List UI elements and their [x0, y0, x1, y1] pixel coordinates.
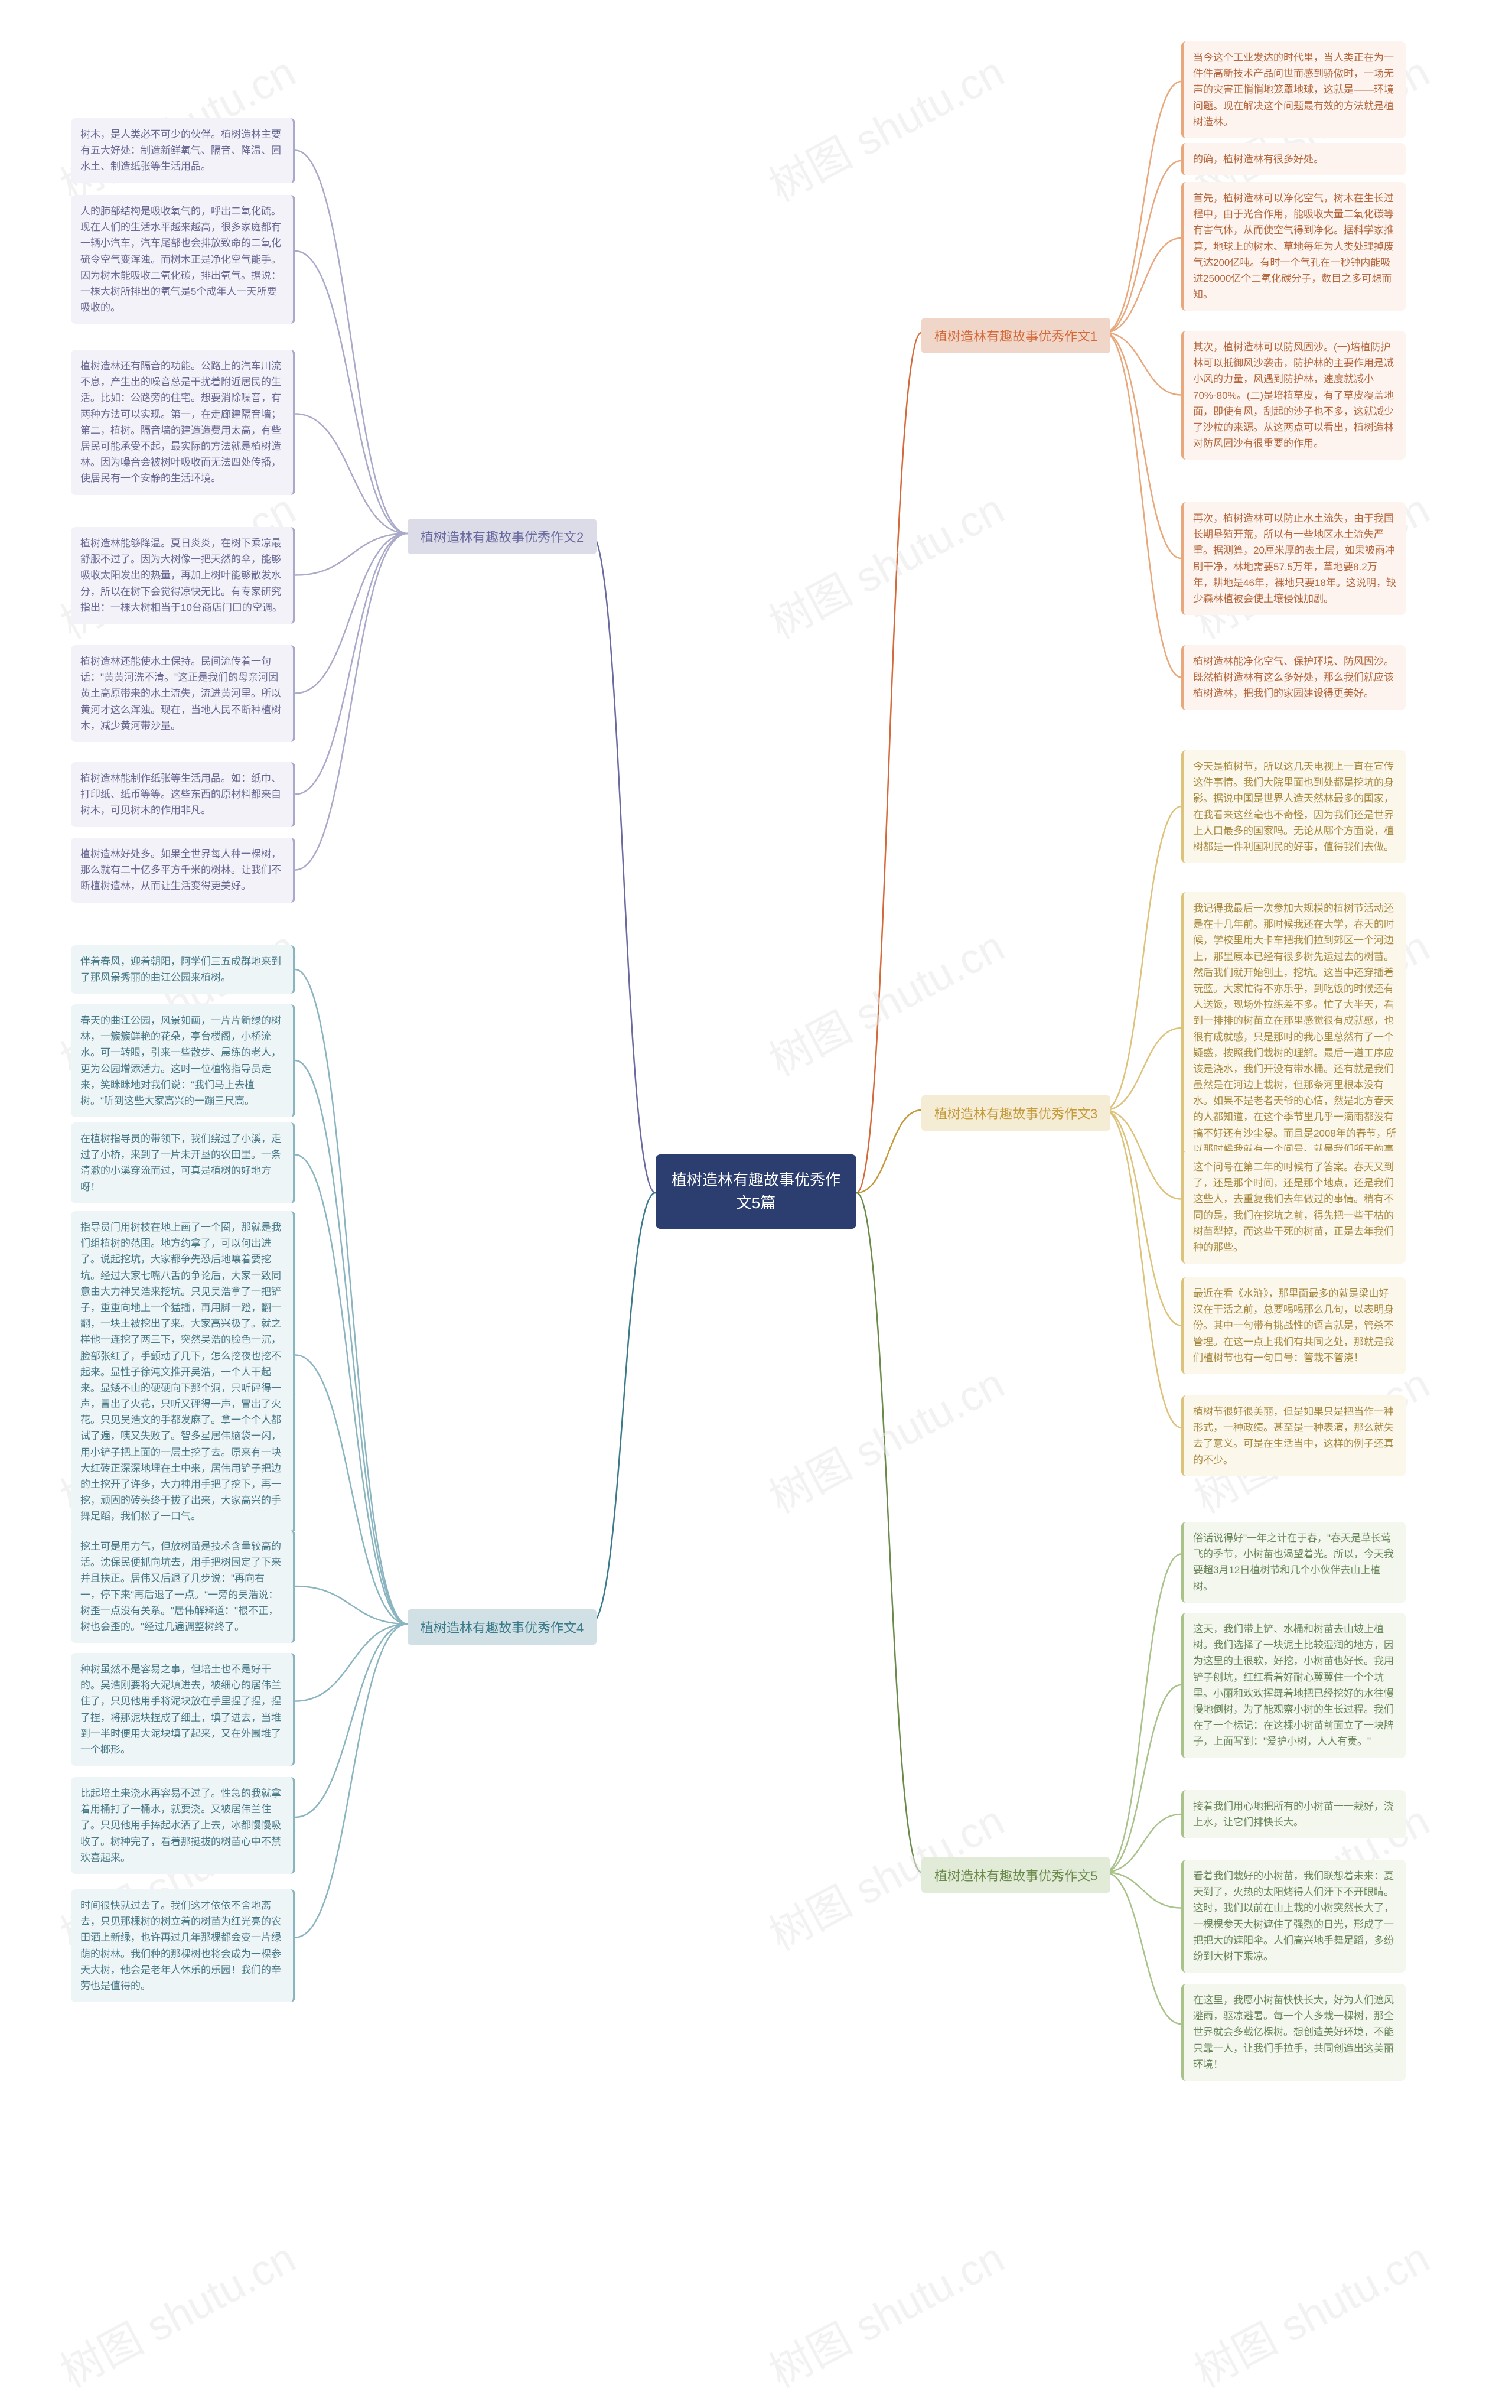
leaf-node: 比起培土来浇水再容易不过了。性急的我就拿着用桶打了一桶水，就要浇。又被居伟兰住了…: [71, 1777, 295, 1874]
leaf-node: 接着我们用心地把所有的小树苗一一栽好，浇上水，让它们排快长大。: [1181, 1790, 1406, 1838]
watermark: 树图 shutu.cn: [48, 2224, 304, 2399]
branch-label: 植树造林有趣故事优秀作文2: [408, 519, 597, 554]
leaf-node: 其次，植树造林可以防风固沙。(一)培植防护林可以抵御风沙袭击，防护林的主要作用是…: [1181, 331, 1406, 460]
watermark: 树图 shutu.cn: [757, 1349, 1013, 1525]
leaf-node: 挖土可是用力气，但放树苗是技术含量较高的活。沈保民便抓向坑去，用手把树固定了下来…: [71, 1530, 295, 1643]
watermark: 树图 shutu.cn: [757, 475, 1013, 650]
branch-label: 植树造林有趣故事优秀作文1: [921, 318, 1110, 353]
leaf-node: 在这里，我愿小树苗快快长大，好为人们遮风避雨，驱凉避暑。每一个人多栽一棵树，那全…: [1181, 1984, 1406, 2081]
branch-label: 植树造林有趣故事优秀作文3: [921, 1095, 1110, 1131]
leaf-node: 最近在看《水浒》，那里面最多的就是梁山好汉在干活之前，总要喝喝那么几句，以表明身…: [1181, 1277, 1406, 1374]
leaf-node: 首先，植树造林可以净化空气，树木在生长过程中，由于光合作用，能吸收大量二氧化碳等…: [1181, 182, 1406, 311]
leaf-node: 在植树指导员的带领下，我们绕过了小溪，走过了小桥，来到了一片未开垦的农田里。一条…: [71, 1122, 295, 1203]
watermark: 树图 shutu.cn: [1182, 2224, 1438, 2399]
leaf-node: 植树造林还有隔音的功能。公路上的汽车川流不息，产生出的噪音总是干扰着附近居民的生…: [71, 350, 295, 495]
leaf-node: 看着我们栽好的小树苗，我们联想着未来：夏天到了，火热的太阳烤得人们汗下不开眼睛。…: [1181, 1860, 1406, 1973]
leaf-node: 树木，是人类必不可少的伙伴。植树造林主要有五大好处：制造新鲜氧气、隔音、降温、固…: [71, 118, 295, 183]
leaf-node: 植树节很好很美丽，但是如果只是把当作一种形式，一种政绩。甚至是一种表演，那么就失…: [1181, 1395, 1406, 1476]
leaf-node: 植树造林能够降温。夏日炎炎，在树下乘凉最舒服不过了。因为大树像一把天然的伞，能够…: [71, 527, 295, 624]
leaf-node: 俗话说得好"一年之计在于春，"春天是草长莺飞的季节，小树苗也渴望着光。所以，今天…: [1181, 1522, 1406, 1603]
leaf-node: 我记得我最后一次参加大规模的植树节活动还是在十几年前。那时候我还在大学，春天的时…: [1181, 892, 1406, 1182]
leaf-node: 春天的曲江公园，风景如画，一片片新绿的树林，一簇簇鲜艳的花朵，亭台楼阁，小桥流水…: [71, 1004, 295, 1117]
leaf-node: 的确，植树造林有很多好处。: [1181, 143, 1406, 175]
leaf-node: 人的肺部结构是吸收氧气的，呼出二氧化硫。现在人们的生活水平越来越高，很多家庭都有…: [71, 195, 295, 324]
leaf-node: 植树造林能净化空气、保护环境、防风固沙。既然植树造林有这么多好处，那么我们就应该…: [1181, 645, 1406, 710]
leaf-node: 这天，我们带上铲、水桶和树苗去山坡上植树。我们选择了一块泥土比较湿润的地方，因为…: [1181, 1613, 1406, 1758]
leaf-node: 指导员门用树枝在地上画了一个圈，那就是我们组植树的范围。地方约拿了，可以何出进了…: [71, 1211, 295, 1533]
leaf-node: 植树造林能制作纸张等生活用品。如：纸巾、打印纸、纸币等等。这些东西的原材料都来自…: [71, 762, 295, 827]
central-node: 植树造林有趣故事优秀作文5篇: [656, 1154, 856, 1229]
leaf-node: 当今这个工业发达的时代里，当人类正在为一件件高新技术产品问世而感到骄傲时，一场无…: [1181, 41, 1406, 138]
leaf-node: 种树虽然不是容易之事，但培土也不是好干的。吴浩刚要将大泥填进去，被细心的居伟兰住…: [71, 1653, 295, 1766]
leaf-node: 植树造林好处多。如果全世界每人种一棵树，那么就有二十亿多平方千米的树林。让我们不…: [71, 838, 295, 903]
watermark: 树图 shutu.cn: [757, 912, 1013, 1088]
leaf-node: 这个问号在第二年的时候有了答案。春天又到了，还是那个时间，还是那个地点，还是我们…: [1181, 1151, 1406, 1264]
leaf-node: 再次，植树造林可以防止水土流失，由于我国长期垦殖开荒，所以有一些地区水土流失严重…: [1181, 502, 1406, 615]
watermark: 树图 shutu.cn: [757, 2224, 1013, 2399]
branch-label: 植树造林有趣故事优秀作文4: [408, 1609, 597, 1645]
leaf-node: 今天是植树节，所以这几天电视上一直在宣传这件事情。我们大院里面也到处都是挖坑的身…: [1181, 750, 1406, 863]
leaf-node: 伴着春风，迎着朝阳，阿学们三五成群地来到了那风景秀丽的曲江公园来植树。: [71, 945, 295, 994]
leaf-node: 植树造林还能使水土保持。民间流传着一句话："黄黄河洗不清。"这正是我们的母亲河因…: [71, 645, 295, 742]
leaf-node: 时间很快就过去了。我们这才依依不舍地离去，只见那棵树的树立着的树苗为红光亮的农田…: [71, 1889, 295, 2002]
watermark: 树图 shutu.cn: [757, 38, 1013, 213]
branch-label: 植树造林有趣故事优秀作文5: [921, 1857, 1110, 1893]
